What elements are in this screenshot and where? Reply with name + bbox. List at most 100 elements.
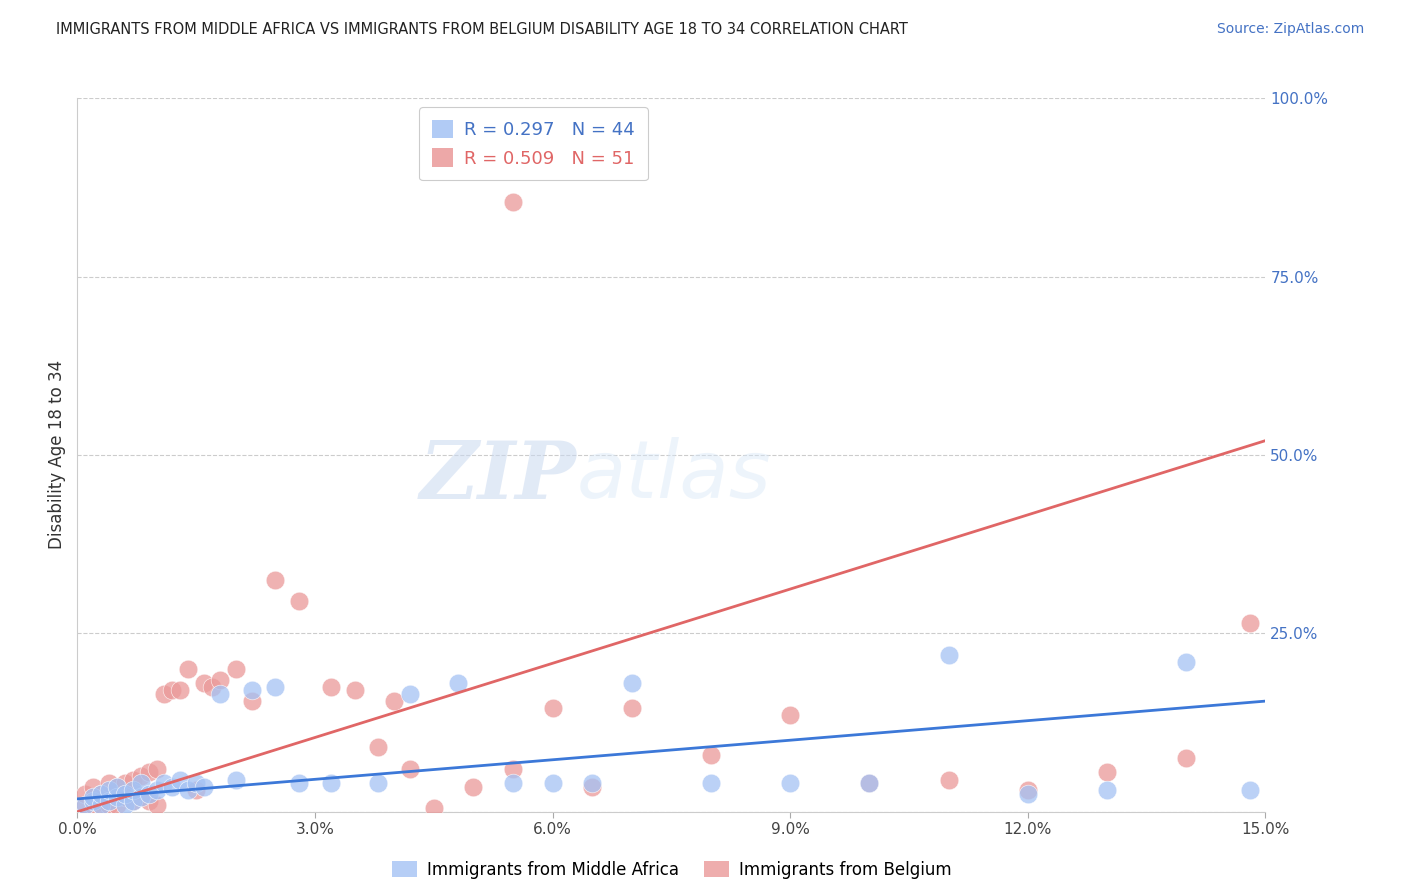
Point	[90, 797, 112, 812]
Point	[186, 783, 208, 797]
Legend: Immigrants from Middle Africa, Immigrants from Belgium: Immigrants from Middle Africa, Immigrant…	[385, 855, 957, 886]
Point	[399, 762, 422, 776]
Point	[129, 790, 152, 805]
Point	[240, 694, 263, 708]
Point	[162, 780, 184, 794]
Point	[399, 687, 422, 701]
Point	[581, 780, 603, 794]
Point	[75, 797, 97, 812]
Point	[367, 776, 389, 790]
Text: Source: ZipAtlas.com: Source: ZipAtlas.com	[1216, 22, 1364, 37]
Point	[541, 701, 564, 715]
Point	[98, 776, 121, 790]
Point	[502, 762, 524, 776]
Point	[114, 797, 136, 812]
Point	[162, 683, 184, 698]
Point	[225, 662, 247, 676]
Point	[138, 787, 160, 801]
Point	[129, 776, 152, 790]
Point	[82, 780, 104, 794]
Text: IMMIGRANTS FROM MIDDLE AFRICA VS IMMIGRANTS FROM BELGIUM DISABILITY AGE 18 TO 34: IMMIGRANTS FROM MIDDLE AFRICA VS IMMIGRA…	[56, 22, 908, 37]
Point	[169, 772, 191, 787]
Point	[502, 776, 524, 790]
Point	[201, 680, 224, 694]
Point	[382, 694, 405, 708]
Point	[319, 776, 342, 790]
Point	[225, 772, 247, 787]
Point	[1095, 765, 1118, 780]
Point	[779, 708, 801, 723]
Point	[288, 594, 311, 608]
Point	[82, 797, 104, 812]
Point	[343, 683, 366, 698]
Point	[779, 776, 801, 790]
Point	[581, 776, 603, 790]
Point	[145, 762, 167, 776]
Point	[502, 194, 524, 209]
Point	[240, 683, 263, 698]
Point	[98, 783, 121, 797]
Point	[938, 772, 960, 787]
Point	[208, 687, 231, 701]
Text: ZIP: ZIP	[419, 438, 576, 515]
Point	[938, 648, 960, 662]
Point	[177, 662, 200, 676]
Point	[463, 780, 485, 794]
Point	[264, 680, 287, 694]
Point	[82, 794, 104, 808]
Point	[121, 794, 143, 808]
Point	[319, 680, 342, 694]
Point	[90, 797, 112, 812]
Point	[105, 797, 128, 812]
Point	[129, 790, 152, 805]
Point	[90, 787, 112, 801]
Point	[423, 801, 446, 815]
Point	[105, 780, 128, 794]
Point	[114, 787, 136, 801]
Point	[169, 683, 191, 698]
Point	[858, 776, 880, 790]
Point	[153, 776, 176, 790]
Point	[121, 772, 143, 787]
Point	[1017, 787, 1039, 801]
Point	[700, 776, 723, 790]
Point	[129, 769, 152, 783]
Point	[620, 676, 643, 690]
Point	[138, 794, 160, 808]
Point	[114, 790, 136, 805]
Point	[138, 765, 160, 780]
Point	[145, 783, 167, 797]
Point	[1017, 783, 1039, 797]
Point	[541, 776, 564, 790]
Point	[288, 776, 311, 790]
Point	[1095, 783, 1118, 797]
Point	[98, 797, 121, 812]
Point	[98, 794, 121, 808]
Point	[114, 776, 136, 790]
Point	[82, 790, 104, 805]
Point	[105, 780, 128, 794]
Point	[193, 780, 215, 794]
Point	[75, 787, 97, 801]
Point	[153, 687, 176, 701]
Point	[264, 573, 287, 587]
Text: atlas: atlas	[576, 437, 770, 516]
Point	[105, 790, 128, 805]
Point	[145, 797, 167, 812]
Point	[193, 676, 215, 690]
Point	[446, 676, 468, 690]
Point	[208, 673, 231, 687]
Point	[186, 776, 208, 790]
Point	[1175, 751, 1198, 765]
Point	[620, 701, 643, 715]
Point	[121, 783, 143, 797]
Y-axis label: Disability Age 18 to 34: Disability Age 18 to 34	[48, 360, 66, 549]
Point	[1175, 655, 1198, 669]
Point	[858, 776, 880, 790]
Point	[75, 797, 97, 812]
Point	[177, 783, 200, 797]
Point	[700, 747, 723, 762]
Point	[121, 794, 143, 808]
Point	[90, 787, 112, 801]
Point	[1239, 615, 1261, 630]
